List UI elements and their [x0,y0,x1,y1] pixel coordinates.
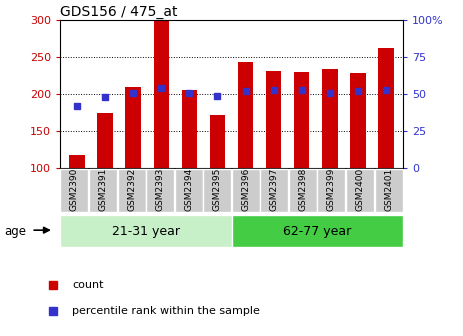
FancyBboxPatch shape [375,169,402,212]
Bar [266,71,282,168]
Bar [350,73,366,168]
Text: GSM2392: GSM2392 [127,168,136,211]
Text: 21-31 year: 21-31 year [112,224,180,238]
Text: GSM2391: GSM2391 [99,168,107,211]
Bar [294,72,309,168]
FancyBboxPatch shape [89,169,117,212]
Bar [154,20,169,168]
Text: count: count [72,280,104,290]
Bar [60,215,232,247]
Bar [125,87,141,168]
Bar [322,69,338,168]
FancyBboxPatch shape [175,169,203,212]
Bar [238,61,253,168]
FancyBboxPatch shape [260,169,288,212]
Bar [210,115,225,168]
Text: GSM2390: GSM2390 [70,168,79,211]
Text: GSM2397: GSM2397 [270,168,279,211]
Text: GSM2399: GSM2399 [327,168,336,211]
Text: GSM2394: GSM2394 [184,168,193,211]
Text: GSM2395: GSM2395 [213,168,222,211]
FancyBboxPatch shape [118,169,145,212]
FancyBboxPatch shape [203,169,231,212]
Text: 62-77 year: 62-77 year [283,224,351,238]
Bar [97,113,113,168]
FancyBboxPatch shape [318,169,345,212]
Bar [69,155,85,168]
Text: GSM2400: GSM2400 [356,168,364,211]
Text: GDS156 / 475_at: GDS156 / 475_at [60,5,178,19]
Text: age: age [5,225,27,238]
Bar [232,215,403,247]
FancyBboxPatch shape [61,169,88,212]
Text: GSM2393: GSM2393 [156,168,165,211]
Bar [378,48,394,168]
FancyBboxPatch shape [146,169,174,212]
Text: GSM2401: GSM2401 [384,168,393,211]
FancyBboxPatch shape [232,169,260,212]
FancyBboxPatch shape [346,169,374,212]
Text: GSM2396: GSM2396 [241,168,250,211]
Text: percentile rank within the sample: percentile rank within the sample [72,306,260,316]
FancyBboxPatch shape [289,169,317,212]
Bar [181,90,197,168]
Text: GSM2398: GSM2398 [298,168,307,211]
